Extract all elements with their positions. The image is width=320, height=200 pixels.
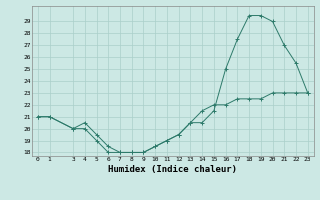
X-axis label: Humidex (Indice chaleur): Humidex (Indice chaleur): [108, 165, 237, 174]
